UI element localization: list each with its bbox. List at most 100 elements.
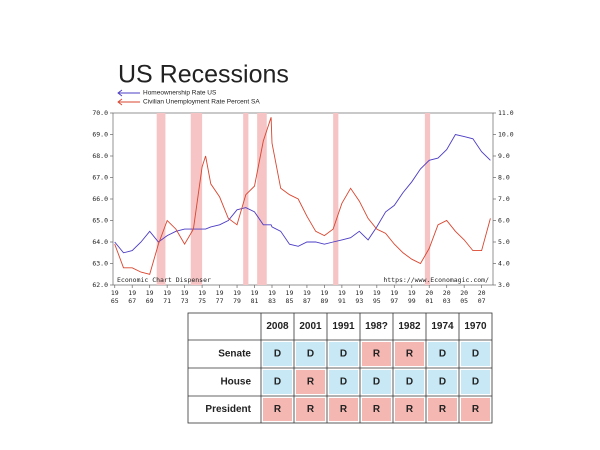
y-tick-label: 66.0 xyxy=(92,195,108,203)
cell xyxy=(428,342,457,366)
cell xyxy=(329,398,358,421)
cell xyxy=(461,398,490,421)
x-tick-label: 69 xyxy=(146,297,154,305)
x-tick-label: 20 xyxy=(460,289,468,297)
x-tick-label: 20 xyxy=(425,289,433,297)
y2-tick-label: 5.0 xyxy=(498,238,510,246)
column-header: 1970 xyxy=(464,321,487,332)
cell xyxy=(395,370,424,394)
y-tick-label: 70.0 xyxy=(92,109,108,117)
cell-text: R xyxy=(472,404,480,415)
slide-title: US Recessions xyxy=(118,61,289,89)
cell-text: D xyxy=(373,377,380,388)
recession-band xyxy=(156,113,166,285)
recession-band xyxy=(190,113,203,285)
cell xyxy=(329,342,358,366)
cell-text: D xyxy=(439,349,446,360)
y2-tick-label: 6.0 xyxy=(498,217,510,225)
cell-text: D xyxy=(274,377,281,388)
column-header: 198? xyxy=(365,321,388,332)
cell xyxy=(362,398,391,421)
series-line xyxy=(114,117,491,275)
cell-text: D xyxy=(340,349,347,360)
plot-frame xyxy=(112,112,494,286)
cell xyxy=(296,370,325,394)
y2-tick-label: 7.0 xyxy=(498,195,510,203)
cell-text: R xyxy=(307,404,315,415)
legend-label: Homeownership Rate US xyxy=(143,90,217,97)
x-tick-label: 19 xyxy=(373,289,381,297)
x-tick-label: 19 xyxy=(181,289,189,297)
annotation: https://www.Economagic.com/ xyxy=(383,276,489,284)
x-tick-label: 19 xyxy=(216,289,224,297)
column-header: 1982 xyxy=(398,321,421,332)
legend-arrow xyxy=(117,98,123,106)
cell xyxy=(263,370,292,394)
x-tick-label: 73 xyxy=(181,297,189,305)
x-tick-label: 19 xyxy=(198,289,206,297)
x-tick-label: 19 xyxy=(111,289,119,297)
column-header: 2001 xyxy=(299,321,322,332)
x-tick-label: 93 xyxy=(355,297,363,305)
cell-text: R xyxy=(406,404,414,415)
x-tick-label: 89 xyxy=(320,297,328,305)
cell xyxy=(395,398,424,421)
legend-arrow xyxy=(117,89,123,97)
x-tick-label: 03 xyxy=(443,297,451,305)
row-header: President xyxy=(205,404,251,415)
cell xyxy=(263,342,292,366)
recession-band xyxy=(257,113,267,285)
cell xyxy=(362,370,391,394)
x-tick-label: 19 xyxy=(251,289,259,297)
cell-text: D xyxy=(472,349,479,360)
x-tick-label: 83 xyxy=(268,297,276,305)
x-tick-label: 20 xyxy=(443,289,451,297)
cell-text: D xyxy=(340,377,347,388)
cell xyxy=(362,342,391,366)
cell-text: R xyxy=(274,404,282,415)
x-tick-label: 97 xyxy=(390,297,398,305)
cell-text: D xyxy=(406,377,413,388)
column-header: 1991 xyxy=(332,321,355,332)
x-tick-label: 95 xyxy=(373,297,381,305)
y-tick-label: 68.0 xyxy=(92,152,108,160)
x-tick-label: 19 xyxy=(408,289,416,297)
y2-tick-label: 11.0 xyxy=(498,109,514,117)
cell xyxy=(428,398,457,421)
cell xyxy=(461,342,490,366)
x-tick-label: 99 xyxy=(408,297,416,305)
legend-label: Civilian Unemployment Rate Percent SA xyxy=(143,99,260,106)
cell-text: R xyxy=(307,377,315,388)
x-tick-label: 19 xyxy=(146,289,154,297)
row-header: Senate xyxy=(218,349,251,360)
y-tick-label: 69.0 xyxy=(92,131,108,139)
cell-text: D xyxy=(274,349,281,360)
cell-text: D xyxy=(472,377,479,388)
x-tick-label: 91 xyxy=(338,297,346,305)
x-tick-label: 65 xyxy=(111,297,119,305)
cell xyxy=(395,342,424,366)
x-tick-label: 05 xyxy=(460,297,468,305)
x-tick-label: 07 xyxy=(478,297,486,305)
cell-text: R xyxy=(406,349,414,360)
cell-text: R xyxy=(373,404,381,415)
cell xyxy=(296,398,325,421)
y-tick-label: 65.0 xyxy=(92,217,108,225)
cell xyxy=(263,398,292,421)
x-tick-label: 77 xyxy=(216,297,224,305)
y-tick-label: 67.0 xyxy=(92,174,108,182)
series-line xyxy=(114,133,491,254)
x-tick-label: 19 xyxy=(286,289,294,297)
x-tick-label: 19 xyxy=(355,289,363,297)
y-tick-label: 63.0 xyxy=(92,260,108,268)
cell xyxy=(428,370,457,394)
x-tick-label: 19 xyxy=(303,289,311,297)
y-tick-label: 64.0 xyxy=(92,238,108,246)
cell xyxy=(461,370,490,394)
x-tick-label: 75 xyxy=(198,297,206,305)
y2-tick-label: 10.0 xyxy=(498,131,514,139)
cell xyxy=(296,342,325,366)
recession-band xyxy=(243,113,249,285)
